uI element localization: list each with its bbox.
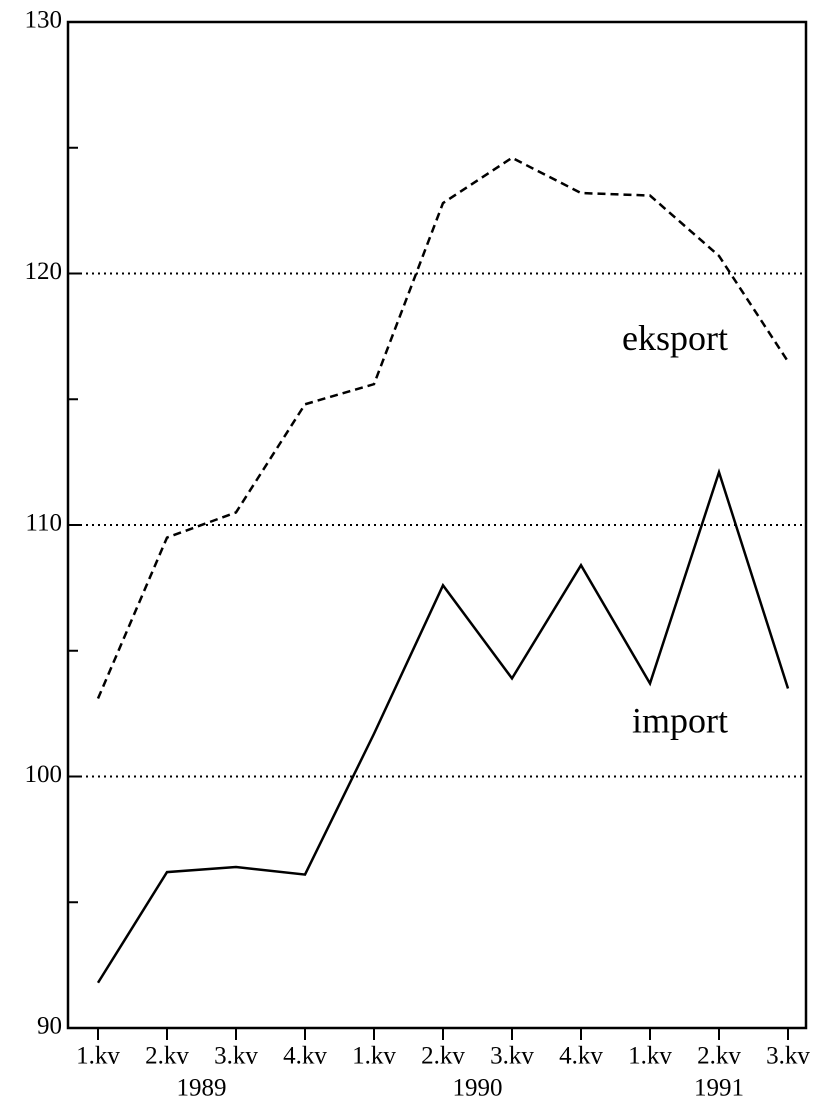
x-tick-label: 3.kv (214, 1043, 258, 1070)
x-tick-label: 2.kv (145, 1043, 189, 1070)
y-tick-label: 110 (25, 510, 62, 537)
plot-frame (66, 20, 808, 1030)
x-tick-label: 1.kv (352, 1043, 396, 1070)
y-tick-label: 90 (37, 1013, 62, 1040)
x-tick-label: 3.kv (766, 1043, 810, 1070)
x-tick-label: 4.kv (283, 1043, 327, 1070)
y-tick-label: 130 (25, 7, 63, 34)
y-tick-label: 120 (25, 258, 63, 285)
x-tick-label: 1.kv (76, 1043, 120, 1070)
series-line (96, 468, 790, 984)
year-label: 1991 (694, 1075, 744, 1102)
y-tick-label: 100 (25, 761, 63, 788)
series-label: eksport (622, 318, 728, 358)
series-line (96, 156, 790, 700)
year-label: 1990 (453, 1075, 503, 1102)
x-tick-label: 1.kv (628, 1043, 672, 1070)
x-tick-label: 2.kv (421, 1043, 465, 1070)
x-tick-label: 2.kv (697, 1043, 741, 1070)
series-label: import (632, 701, 728, 741)
year-label: 1989 (177, 1075, 227, 1102)
x-tick-label: 3.kv (490, 1043, 534, 1070)
x-tick-label: 4.kv (559, 1043, 603, 1070)
